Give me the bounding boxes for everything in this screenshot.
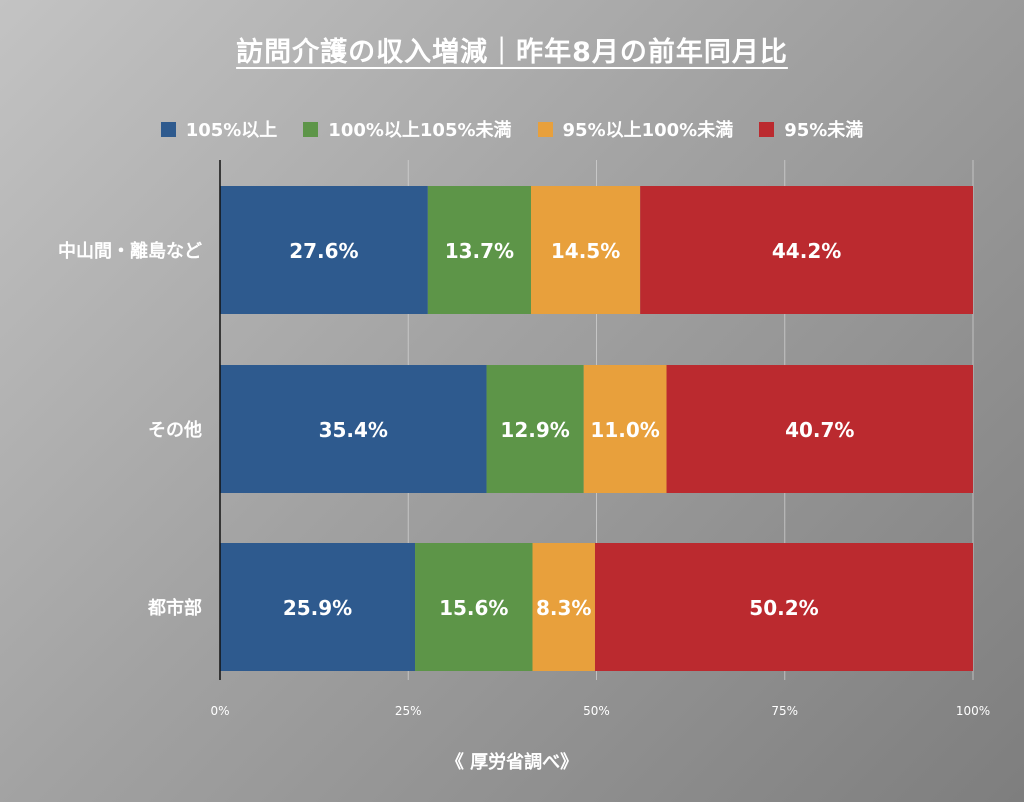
bar-segment	[583, 365, 667, 493]
bar-segment	[427, 186, 531, 314]
legend-label: 105%以上	[185, 120, 278, 141]
data-label: 35.4%	[319, 418, 388, 442]
legend-label: 100%以上105%未満	[328, 120, 512, 141]
data-label: 8.3%	[536, 596, 591, 620]
x-tick-label: 75%	[771, 704, 798, 718]
bar-segment	[415, 543, 533, 671]
bar-segment	[220, 543, 416, 671]
legend-swatch	[537, 121, 553, 137]
data-label: 13.7%	[445, 239, 514, 263]
category-label: 中山間・離島など	[58, 240, 202, 262]
bar-segment	[220, 186, 428, 314]
legend-item: 95%未満	[759, 116, 863, 142]
chart-legend: 105%以上 100%以上105%未満 95%以上100%未満 95%未満	[0, 116, 1024, 142]
bar-segment	[220, 365, 487, 493]
legend-swatch	[759, 121, 775, 137]
x-tick-label: 25%	[395, 704, 422, 718]
data-label: 14.5%	[551, 239, 620, 263]
data-label: 15.6%	[439, 596, 508, 620]
data-label: 50.2%	[749, 596, 818, 620]
x-tick-label: 50%	[583, 704, 610, 718]
data-label: 27.6%	[289, 239, 358, 263]
data-label: 25.9%	[283, 596, 352, 620]
source-note: 《 厚労省調べ》	[445, 752, 579, 773]
bar-segment	[640, 186, 973, 314]
x-tick-label: 100%	[956, 704, 990, 718]
legend-label: 95%未満	[784, 120, 864, 141]
legend-label: 95%以上100%未満	[562, 120, 734, 141]
category-label: 都市部	[147, 597, 202, 619]
data-label: 44.2%	[772, 239, 841, 263]
data-label: 40.7%	[785, 418, 854, 442]
data-label: 11.0%	[590, 418, 659, 442]
x-tick-label: 0%	[210, 704, 229, 718]
legend-swatch	[303, 121, 319, 137]
bar-segment	[530, 186, 641, 314]
chart-title: 訪問介護の収入増減｜昨年8月の前年同月比	[0, 30, 1024, 69]
chart-title-text: 訪問介護の収入増減｜昨年8月の前年同月比	[236, 37, 788, 68]
legend-item: 100%以上105%未満	[303, 116, 512, 142]
legend-item: 105%以上	[160, 116, 278, 142]
legend-swatch	[160, 121, 176, 137]
legend-item: 95%以上100%未満	[537, 116, 734, 142]
bar-segment	[666, 365, 973, 493]
bar-segment	[594, 543, 973, 671]
bar-segment	[486, 365, 584, 493]
bar-segment	[532, 543, 595, 671]
data-label: 12.9%	[500, 418, 569, 442]
category-label: その他	[148, 419, 202, 441]
